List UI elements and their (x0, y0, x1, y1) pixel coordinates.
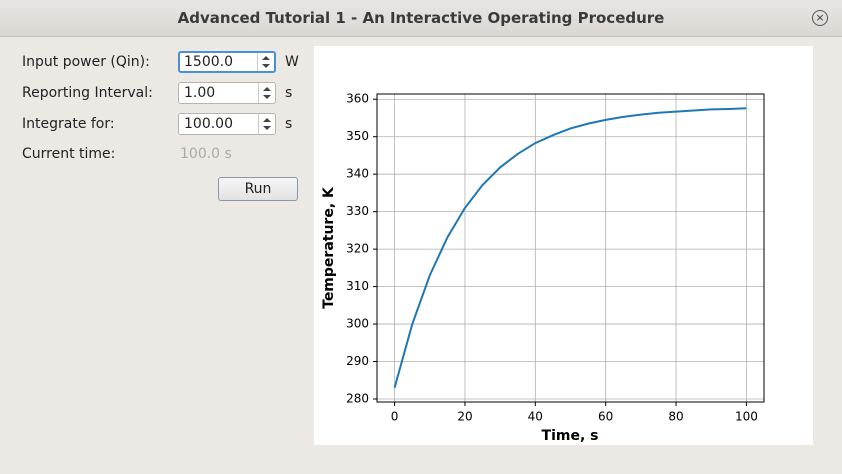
unit: s (285, 116, 293, 132)
spin-value: 100.00 (184, 116, 233, 132)
y-tick-label: 360 (346, 92, 369, 106)
x-tick-label: 80 (668, 410, 683, 424)
title-bar: Advanced Tutorial 1 - An Interactive Ope… (0, 0, 842, 37)
line (393, 107, 747, 389)
y-tick-label: 290 (346, 354, 369, 368)
spin-value: 1500.0 (184, 54, 233, 70)
spin-box[interactable]: 1.00 (178, 82, 276, 104)
spin-arrows[interactable] (258, 83, 275, 103)
x-tick-label: 40 (528, 410, 543, 424)
spin-value: 1.00 (184, 85, 216, 101)
field-label: Current time: (22, 146, 116, 162)
spin-arrows[interactable] (258, 114, 275, 134)
y-tick-label: 340 (346, 167, 369, 181)
run-button[interactable]: Run (218, 177, 298, 201)
y-tick-label: 350 (346, 129, 369, 143)
chart: Time, s Temperature, K 280 290 300 310 320 33… (314, 46, 813, 445)
x-tick-label: 0 (391, 410, 399, 424)
spin-arrows[interactable] (257, 53, 274, 71)
field-label: Integrate for: (22, 116, 115, 132)
y-tick-label: 280 (346, 392, 369, 406)
current-time: 100.0 s (180, 146, 232, 162)
spin-box[interactable]: 100.00 (178, 113, 276, 135)
close-button[interactable]: × (812, 10, 828, 26)
unit: W (285, 54, 299, 70)
field-label: Reporting Interval: (22, 85, 153, 101)
spin-box[interactable]: 1500.0 (178, 51, 276, 73)
y-tick-label: 320 (346, 242, 369, 256)
x-tick-label: 60 (598, 410, 613, 424)
window-title: Advanced Tutorial 1 - An Interactive Ope… (177, 9, 665, 27)
y-axis-label: Temperature, K (321, 186, 337, 309)
y-tick-label: 330 (346, 204, 369, 218)
plot-frame (376, 93, 765, 403)
field-label: Input power (Qin): (22, 54, 150, 70)
y-tick-label: 310 (346, 279, 369, 293)
x-tick-label: 20 (457, 410, 472, 424)
x-tick-label: 100 (735, 410, 758, 424)
unit: s (285, 85, 293, 101)
x-axis-label: Time, s (542, 428, 599, 444)
y-tick-label: 300 (346, 317, 369, 331)
